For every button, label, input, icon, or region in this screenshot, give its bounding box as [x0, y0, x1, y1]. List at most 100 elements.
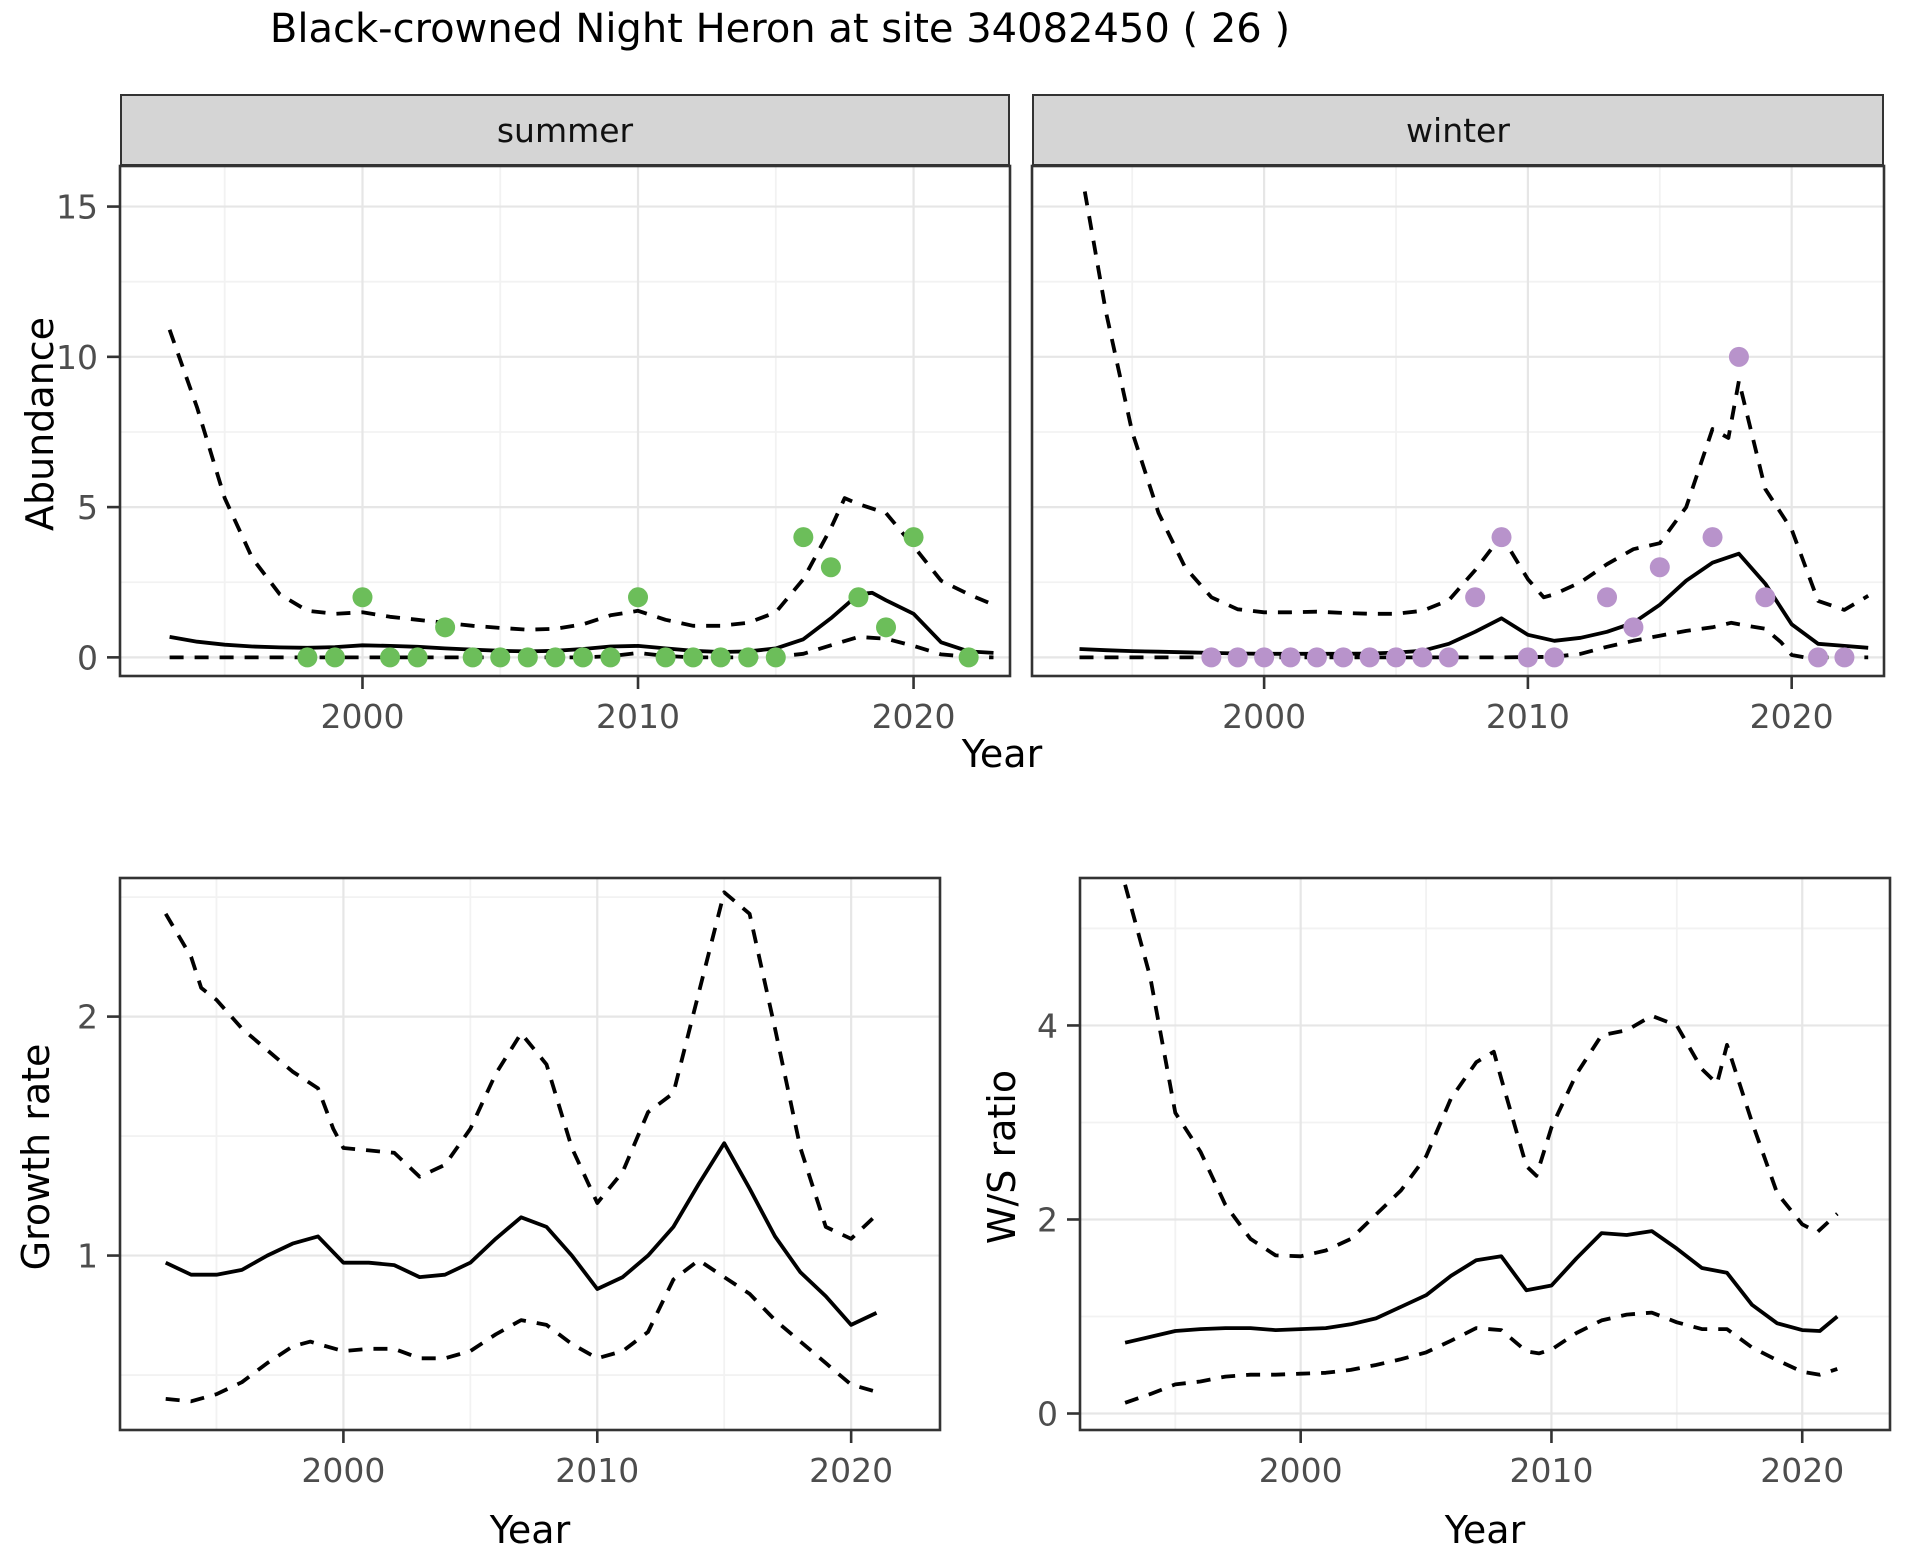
- data-point: [1280, 647, 1301, 668]
- y-axis-title-abundance: Abundance: [18, 316, 62, 532]
- data-point: [490, 647, 511, 668]
- y-tick-label: 2: [1037, 1200, 1058, 1239]
- data-point: [1465, 587, 1486, 608]
- x-tick-label: 2000: [1259, 1451, 1343, 1490]
- data-point: [324, 647, 345, 668]
- data-point: [710, 647, 731, 668]
- y-tick-label: 10: [56, 338, 98, 377]
- y-tick-label: 4: [1037, 1006, 1058, 1045]
- plot-title: Black-crowned Night Heron at site 340824…: [269, 6, 1291, 52]
- data-point: [1438, 647, 1459, 668]
- x-tick-label: 2010: [596, 697, 680, 736]
- data-point: [572, 647, 593, 668]
- data-point: [545, 647, 566, 668]
- data-point: [407, 647, 428, 668]
- x-tick-label: 2020: [809, 1451, 893, 1490]
- y-tick-label: 0: [1037, 1395, 1058, 1434]
- y-tick-label: 2: [77, 998, 98, 1037]
- series-ci_lower-growth-rate: [165, 1258, 878, 1404]
- series-ci_upper-abundance-summer: [167, 329, 995, 632]
- x-tick-label: 2020: [872, 697, 956, 736]
- data-point: [1702, 527, 1723, 548]
- data-point: [683, 647, 704, 668]
- data-point: [903, 527, 924, 548]
- panel-border-growth-rate: [118, 876, 942, 1432]
- y-tick-label: 5: [77, 488, 98, 527]
- data-point: [793, 527, 814, 548]
- panel-border-ws-ratio: [1078, 876, 1892, 1432]
- panel-border-abundance-summer: [118, 164, 1012, 678]
- series-mean-ws-ratio: [1124, 1229, 1839, 1345]
- axis-ticks-abundance-summer: 2000 2010 2020 0 5 10 15: [56, 188, 956, 736]
- data-point: [876, 617, 897, 638]
- data-point: [958, 647, 979, 668]
- observed-points-abundance-summer: [297, 527, 979, 668]
- panel-border-abundance-winter: [1030, 164, 1886, 678]
- y-axis-title-ws-ratio: W/S ratio: [980, 1069, 1024, 1245]
- facet-strip-winter-label: winter: [1406, 110, 1510, 150]
- data-point: [628, 587, 649, 608]
- facet-strip-summer: summer: [120, 94, 1010, 166]
- gridlines-growth-rate: [120, 878, 940, 1430]
- x-tick-label: 2010: [1486, 697, 1570, 736]
- x-tick-label: 2010: [555, 1451, 639, 1490]
- data-point: [848, 587, 869, 608]
- data-point: [1517, 647, 1538, 668]
- x-tick-label: 2000: [301, 1451, 385, 1490]
- data-point: [1412, 647, 1433, 668]
- data-point: [1544, 647, 1565, 668]
- x-tick-label: 2020: [1760, 1451, 1844, 1490]
- data-point: [1755, 587, 1776, 608]
- data-point: [380, 647, 401, 668]
- data-point: [600, 647, 621, 668]
- x-tick-label: 2000: [320, 697, 404, 736]
- y-tick-label: 15: [56, 188, 98, 227]
- data-point: [1386, 647, 1407, 668]
- y-tick-label: 0: [77, 638, 98, 677]
- data-point: [352, 587, 373, 608]
- data-point: [1808, 647, 1829, 668]
- y-tick-label: 1: [77, 1237, 98, 1276]
- series-ci_upper-abundance-winter: [1082, 191, 1870, 616]
- axis-ticks-growth-rate: 2000 2010 2020 1 2: [77, 998, 893, 1490]
- x-tick-label: 2000: [1222, 697, 1306, 736]
- panel-ws-ratio: 2000 2010 2020 0 2 4: [1037, 876, 1892, 1490]
- data-point: [738, 647, 759, 668]
- series-ci_upper-ws-ratio: [1123, 884, 1839, 1259]
- data-point: [765, 647, 786, 668]
- x-axis-title-top: Year: [961, 732, 1043, 776]
- data-point: [1623, 617, 1644, 638]
- data-point: [462, 647, 483, 668]
- gridlines-ws-ratio: [1080, 878, 1890, 1430]
- x-axis-title-bottom-right: Year: [1444, 1508, 1526, 1552]
- data-point: [1834, 647, 1855, 668]
- data-point: [1254, 647, 1275, 668]
- x-axis-title-bottom-left: Year: [489, 1508, 571, 1552]
- axis-ticks-ws-ratio: 2000 2010 2020 0 2 4: [1037, 1006, 1844, 1490]
- observed-points-abundance-winter: [1201, 346, 1855, 668]
- data-point: [820, 557, 841, 578]
- data-point: [655, 647, 676, 668]
- data-point: [1359, 647, 1380, 668]
- x-tick-label: 2010: [1509, 1451, 1593, 1490]
- series-ci_lower-ws-ratio: [1124, 1310, 1838, 1405]
- data-point: [517, 647, 538, 668]
- data-point: [1201, 647, 1222, 668]
- facet-strip-winter: winter: [1032, 94, 1884, 166]
- data-point: [1597, 587, 1618, 608]
- series-ci_upper-growth-rate: [164, 890, 878, 1241]
- facet-strip-summer-label: summer: [496, 110, 634, 150]
- series-mean-growth-rate: [164, 1141, 878, 1327]
- data-point: [1649, 557, 1670, 578]
- data-point: [1306, 647, 1327, 668]
- panel-abundance-summer: 2000 2010 2020 0 5 10 15: [56, 164, 1012, 736]
- x-tick-label: 2020: [1750, 697, 1834, 736]
- gridlines-abundance-summer: [120, 166, 1010, 676]
- data-point: [435, 617, 456, 638]
- axis-ticks-abundance-winter: 2000 2010 2020: [1222, 676, 1834, 736]
- data-point: [1728, 346, 1749, 367]
- data-point: [1227, 647, 1248, 668]
- data-point: [1333, 647, 1354, 668]
